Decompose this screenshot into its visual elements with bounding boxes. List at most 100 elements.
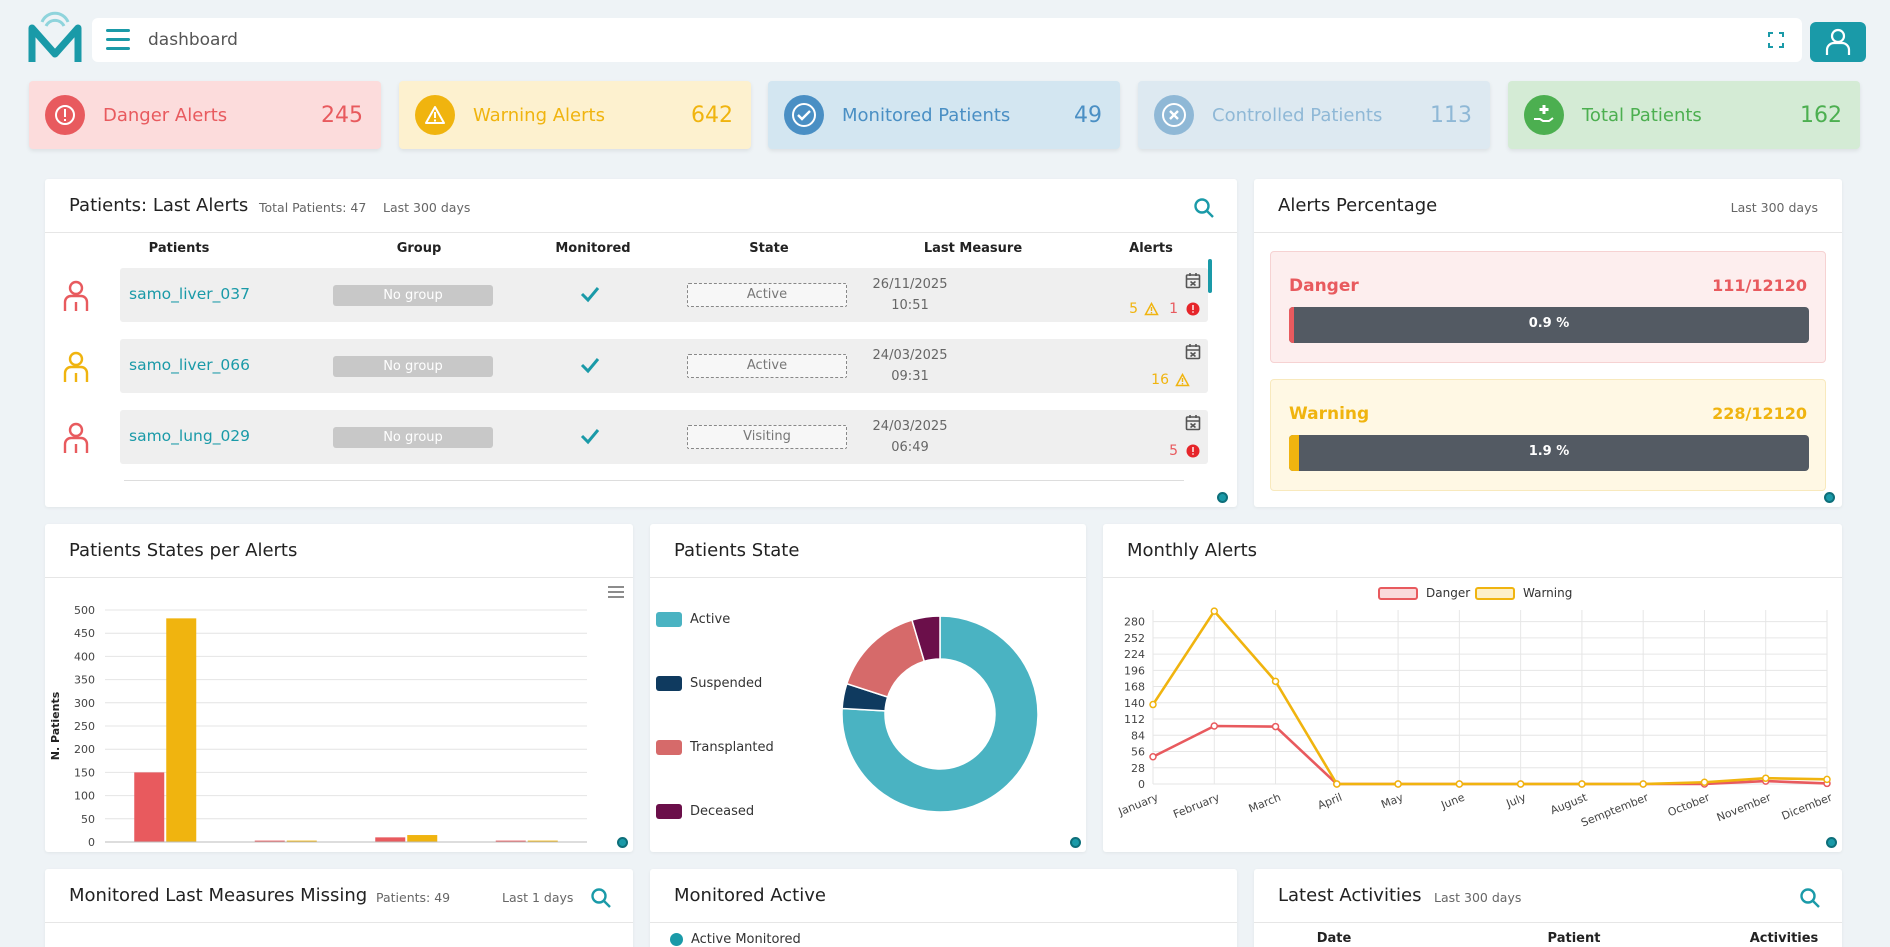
group-badge: No group	[333, 285, 493, 306]
data-point	[1639, 780, 1647, 788]
x-tick-label: Dicember	[1780, 791, 1835, 823]
app-logo[interactable]	[28, 10, 82, 66]
col-alerts: Alerts	[1129, 241, 1173, 256]
data-point	[1271, 722, 1280, 731]
data-point	[1455, 780, 1464, 788]
check-icon	[580, 285, 600, 307]
x-tick-label: February	[1171, 791, 1222, 821]
panel-title: Latest Activities	[1278, 885, 1422, 906]
calendar-x-icon[interactable]	[1185, 272, 1201, 293]
danger-circle-icon	[1186, 302, 1200, 316]
stat-card-danger[interactable]: Danger Alerts 245	[29, 81, 381, 149]
period-label: Last 1 days	[502, 890, 574, 905]
y-tick-label: 500	[74, 604, 95, 617]
bar	[166, 618, 197, 842]
check-icon	[580, 356, 600, 378]
patients-state-panel: Patients State Active Suspended Transpla…	[650, 524, 1086, 852]
stat-label: Danger Alerts	[103, 104, 228, 126]
warning-progress-bar: 1.9 %	[1289, 435, 1809, 471]
scrollbar[interactable]	[1208, 259, 1212, 293]
y-tick-label: 50	[81, 813, 95, 826]
state-badge: Active	[687, 283, 847, 307]
danger-progress-bar: 0.9 %	[1289, 307, 1809, 343]
corner-dot	[1070, 837, 1081, 848]
stat-card-monitored[interactable]: Monitored Patients 49	[768, 81, 1120, 149]
data-point	[1761, 774, 1770, 782]
warning-pct: 1.9 %	[1528, 444, 1570, 459]
table-row[interactable]: samo_lung_029 No group Visiting 24/03/2025 0…	[63, 410, 1208, 464]
danger-count: 5	[1169, 443, 1178, 459]
bar	[375, 837, 406, 842]
search-icon[interactable]	[1799, 887, 1821, 913]
panel-title: Patients State	[674, 540, 800, 561]
legend-active[interactable]: Active	[656, 612, 730, 627]
calendar-x-icon[interactable]	[1185, 343, 1201, 364]
search-icon[interactable]	[590, 887, 612, 913]
chart-menu-icon[interactable]	[607, 584, 625, 603]
patients-count: Patients: 49	[376, 890, 451, 905]
legend-transplanted[interactable]: Transplanted	[656, 740, 774, 755]
stat-value: 49	[1074, 102, 1102, 128]
search-icon[interactable]	[1193, 197, 1215, 223]
patient-icon	[62, 280, 90, 316]
y-tick-label: 224	[1124, 648, 1145, 661]
legend-suspended[interactable]: Suspended	[656, 676, 762, 691]
stat-card-controlled[interactable]: Controlled Patients 113	[1138, 81, 1490, 149]
bar	[495, 840, 526, 842]
y-tick-label: 168	[1124, 681, 1145, 694]
danger-pct: 0.9 %	[1528, 316, 1570, 331]
exclamation-icon	[45, 95, 85, 135]
y-tick-label: 200	[74, 743, 95, 756]
calendar-x-icon[interactable]	[1185, 414, 1201, 435]
danger-percentage-box: Danger 111/12120 0.9 %	[1270, 251, 1826, 363]
table-row[interactable]: samo_liver_037 No group Active 26/11/2025 10…	[63, 268, 1208, 322]
stat-value: 245	[321, 102, 363, 128]
warning-count: 16	[1151, 372, 1169, 388]
panel-title: Monitored Last Measures Missing	[69, 885, 368, 906]
panel-title: Patients: Last Alerts	[69, 195, 249, 216]
monitored-active-panel: Monitored Active Active Monitored	[650, 869, 1237, 947]
alerts-cell: 5	[1169, 443, 1200, 459]
donut-chart	[841, 615, 1039, 813]
fullscreen-icon[interactable]	[1766, 30, 1786, 50]
latest-activities-panel: Latest Activities Last 300 days Date Pat…	[1254, 869, 1842, 947]
x-tick-label: June	[1438, 791, 1466, 812]
state-badge: Active	[687, 354, 847, 378]
user-button[interactable]	[1810, 22, 1866, 62]
data-point	[1516, 780, 1525, 788]
x-tick-label: July	[1504, 791, 1529, 811]
corner-dot	[1824, 492, 1835, 503]
legend-deceased[interactable]: Deceased	[656, 804, 754, 819]
bar	[527, 840, 558, 842]
legend-danger[interactable]: Danger	[1378, 586, 1470, 600]
last-measure-time: 10:51	[891, 298, 929, 313]
patient-name[interactable]: samo_liver_037	[129, 285, 250, 303]
stat-label: Controlled Patients	[1212, 104, 1383, 126]
stat-card-warning[interactable]: Warning Alerts 642	[399, 81, 751, 149]
warning-label: Warning	[1289, 404, 1370, 424]
y-tick-label: 28	[1131, 762, 1145, 775]
y-tick-label: 0	[88, 836, 95, 849]
data-point	[1149, 752, 1157, 761]
patient-name[interactable]: samo_liver_066	[129, 356, 250, 374]
panel-title: Monitored Active	[674, 885, 826, 906]
stat-card-total[interactable]: Total Patients 162	[1508, 81, 1860, 149]
x-tick-label: November	[1715, 791, 1773, 825]
menu-icon[interactable]	[106, 29, 130, 51]
last-measure-time: 09:31	[891, 369, 929, 384]
x-tick-label: August	[1548, 790, 1589, 817]
x-circle-icon	[1154, 95, 1194, 135]
group-badge: No group	[333, 356, 493, 377]
legend-active-monitored[interactable]: Active Monitored	[670, 932, 801, 947]
patient-name[interactable]: samo_lung_029	[129, 427, 251, 445]
table-row[interactable]: samo_liver_066 No group Active 24/03/2025 09…	[63, 339, 1208, 393]
legend-warning[interactable]: Warning	[1475, 586, 1572, 600]
x-tick-label: Semptember	[1579, 791, 1651, 830]
data-point	[1210, 722, 1219, 730]
y-tick-label: 450	[74, 627, 95, 640]
warning-triangle-icon	[1175, 373, 1190, 387]
group-badge: No group	[333, 427, 493, 448]
col-activities: Activities	[1749, 931, 1819, 946]
y-tick-label: 280	[1124, 616, 1145, 629]
danger-count: 1	[1169, 301, 1178, 317]
